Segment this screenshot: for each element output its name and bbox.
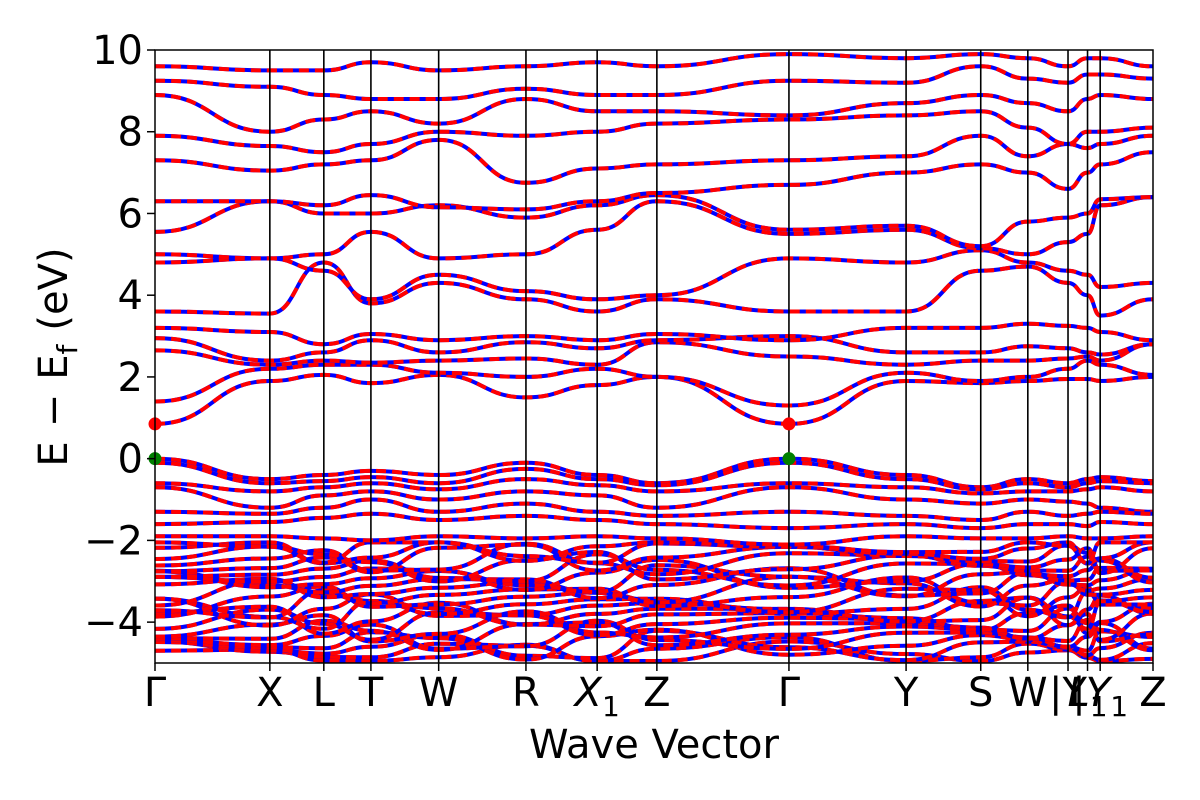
y-axis-ticks: 10 8 6 4 2 0 −2 −4 — [84, 28, 155, 646]
dense-band-6-red — [154, 609, 1154, 644]
conduction-band-6-red — [154, 248, 1154, 302]
dense-band-10-red — [154, 592, 1154, 628]
y-axis-title-minus: − — [31, 394, 77, 428]
conduction-band-0-red — [154, 372, 1154, 426]
y-tick-label-6: −2 — [84, 518, 143, 564]
x-tick-label-14: |Y1 — [1072, 670, 1128, 723]
dense-band-22-red — [154, 540, 1154, 566]
x-tick-label-6: X1 — [573, 670, 620, 723]
y-tick-label-5: 0 — [118, 437, 143, 483]
conduction-band-12-red — [154, 92, 1154, 134]
extremum-marker-2 — [782, 417, 796, 431]
bands-layer — [154, 52, 1154, 664]
x-tick-label-9: Y — [893, 670, 919, 716]
conduction-band-1-red — [154, 358, 1154, 408]
x-tick-label-3: T — [358, 670, 384, 716]
valence-band-1-red — [154, 460, 1154, 492]
x-tick-label-10: S — [968, 670, 993, 716]
y-tick-label-3: 4 — [118, 273, 143, 319]
y-axis-title-unit: (eV) — [31, 247, 77, 330]
x-tick-label-12: |Y — [1049, 670, 1087, 716]
conduction-band-3-red — [154, 334, 1154, 363]
conduction-band-5-red — [154, 260, 1154, 318]
valence-band-2-red — [154, 477, 1154, 496]
conduction-band-14-red — [154, 52, 1154, 73]
y-tick-label-1: 8 — [118, 110, 143, 156]
x-axis-title: Wave Vector — [529, 722, 780, 768]
plot-frame — [154, 49, 1154, 664]
y-axis-title: E − Ef (eV) — [31, 247, 84, 466]
x-tick-label-2: L — [313, 670, 336, 716]
y-tick-label-7: −4 — [84, 600, 143, 646]
conduction-band-10-red — [154, 133, 1154, 185]
conduction-band-13-red — [154, 64, 1154, 102]
conduction-band-11-red — [154, 109, 1154, 155]
x-tick-label-7: Z — [643, 670, 670, 716]
high-symmetry-lines — [269, 50, 1101, 663]
conduction-band-2-blue — [154, 340, 1154, 367]
dense-band-0-red — [154, 639, 1154, 664]
x-tick-label-5: R — [512, 670, 540, 716]
conduction-band-9-red — [155, 150, 1154, 212]
x-tick-label-1: X — [256, 670, 283, 716]
x-tick-label-4: W — [419, 670, 459, 716]
extremum-markers — [148, 417, 796, 466]
conduction-band-4-blue — [154, 321, 1154, 347]
y-tick-label-0: 10 — [92, 28, 143, 74]
dense-band-23-red — [154, 540, 1153, 566]
y-tick-label-4: 2 — [118, 355, 143, 401]
valence-band-5-red — [154, 511, 1154, 531]
x-tick-label-13: L1 — [1067, 670, 1107, 723]
valence-band-3-blue — [154, 485, 1154, 514]
conduction-band-8-red — [154, 193, 1154, 249]
y-axis-title-ef: E — [31, 354, 77, 379]
dense-band-8-red — [154, 600, 1154, 636]
x-tick-label-0: Γ — [144, 670, 167, 716]
valence-band-4-red — [154, 497, 1154, 523]
valence-band-0-red — [154, 456, 1154, 490]
y-axis-title-sub-f: f — [51, 343, 84, 354]
svg-text:E−Ef(eV): E − Ef (eV) — [31, 247, 84, 466]
y-tick-label-2: 6 — [118, 191, 143, 237]
dense-band-20-red — [154, 541, 1154, 577]
x-tick-label-11: W — [1008, 670, 1048, 716]
x-tick-label-15: Z — [1139, 670, 1166, 716]
y-axis-title-e: E — [31, 441, 77, 466]
dense-band-13-red — [154, 575, 1154, 609]
x-tick-label-8: Γ — [778, 670, 801, 716]
x-axis-ticks: Γ X L T W R X1 Z Γ Y S W |YL1|Y1 Z — [144, 663, 1167, 723]
extremum-marker-3 — [782, 452, 796, 466]
valence-band-6-red — [155, 534, 1154, 547]
